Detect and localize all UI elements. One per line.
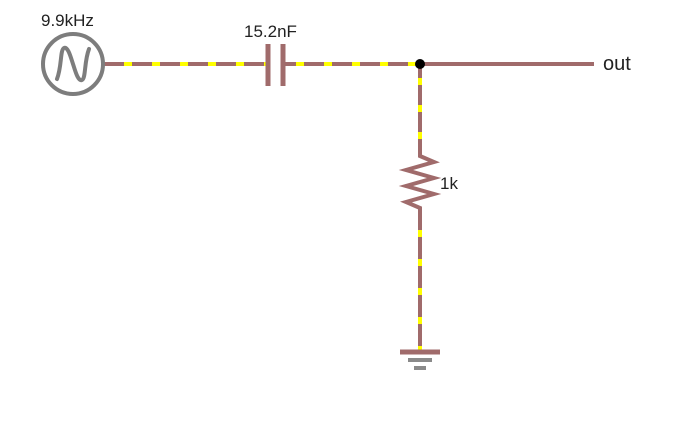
ground-icon (400, 349, 440, 370)
output-label: out (603, 53, 631, 75)
source-frequency-label: 9.9kHz (41, 11, 94, 30)
resistor (398, 150, 442, 212)
resistor-value-label: 1k (440, 174, 458, 193)
ac-source-icon (41, 32, 105, 96)
junction-node (415, 59, 425, 69)
capacitor-value-label: 15.2nF (244, 22, 297, 41)
capacitor (265, 44, 286, 86)
